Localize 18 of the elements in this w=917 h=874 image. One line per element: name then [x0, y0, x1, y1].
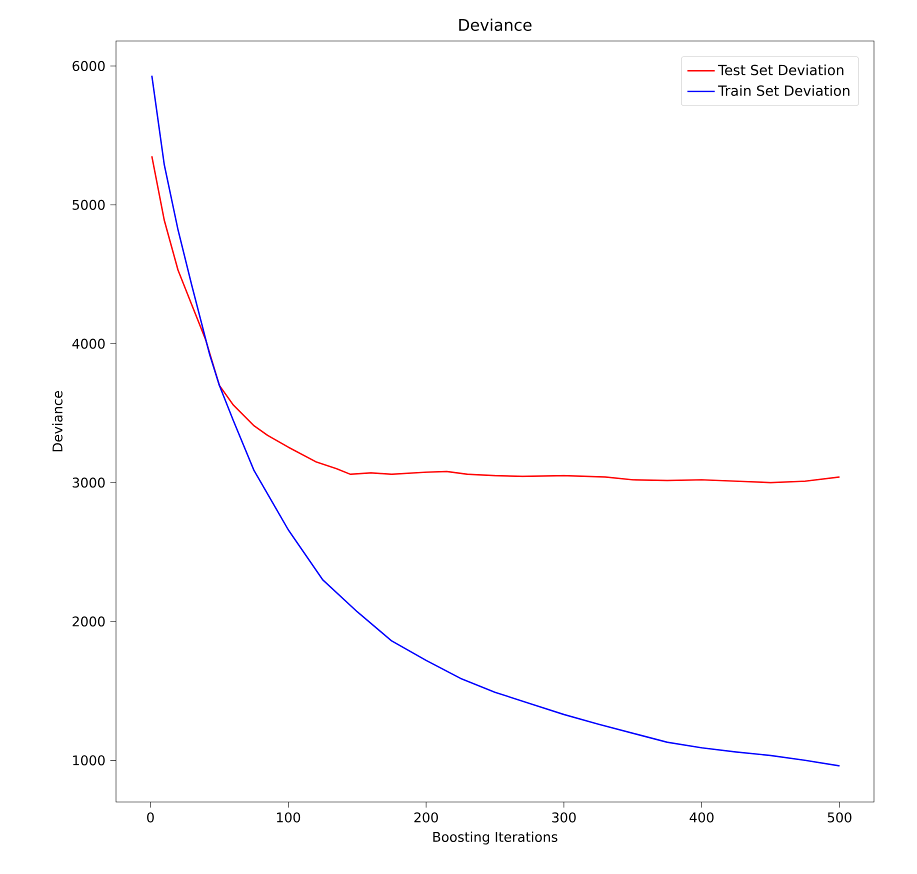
x-tick-label: 200 — [414, 812, 438, 822]
line-series — [151, 156, 840, 484]
y-tick-label: 2000 — [72, 616, 105, 626]
y-tick-label: 1000 — [73, 755, 105, 766]
y-tick-label: 5000 — [72, 200, 105, 210]
legend-label: Test Set Deviation — [718, 64, 844, 76]
y-axis-title: Deviance — [52, 391, 63, 452]
x-tick-label: 0 — [147, 812, 154, 822]
x-tick-label: 400 — [690, 812, 714, 822]
x-tick-label: 100 — [277, 812, 300, 822]
x-tick-label: 500 — [828, 812, 852, 822]
x-tick-label: 300 — [552, 812, 576, 822]
y-tick-label: 3000 — [72, 478, 105, 488]
legend-label: Train Set Deviation — [718, 85, 850, 96]
y-tick-label: 4000 — [72, 338, 105, 349]
x-axis-title: Boosting Iterations — [433, 832, 558, 845]
y-tick-label: 6000 — [72, 60, 105, 72]
chart-title: Deviance — [459, 18, 532, 31]
